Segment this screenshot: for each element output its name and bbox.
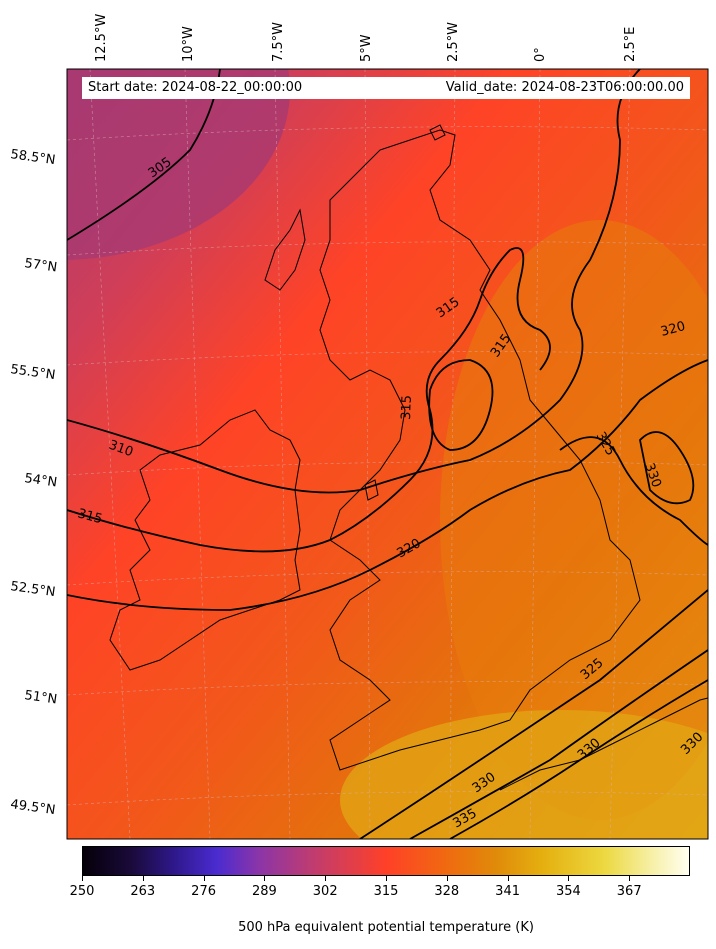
colorbar-tick-label: 263 bbox=[130, 884, 156, 899]
colorbar-tick-label: 250 bbox=[69, 884, 95, 899]
graticule bbox=[67, 69, 708, 839]
lat-label: 57°N bbox=[23, 256, 58, 275]
contour-330-c bbox=[409, 649, 708, 839]
start-date-label: Start date: 2024-08-22_00:00:00 bbox=[88, 80, 303, 95]
date-header: Start date: 2024-08-22_00:00:00 Valid_da… bbox=[82, 77, 690, 99]
colorbar-tick bbox=[82, 876, 83, 881]
lat-label: 49.5°N bbox=[9, 797, 56, 818]
valid-date-label: Valid_date: 2024-08-23T06:00:00.00 bbox=[445, 80, 684, 95]
colorbar-tick bbox=[568, 876, 570, 881]
longitude-labels: 12.5°W 10°W 7.5°W 5°W 2.5°W 0° 2.5°E bbox=[94, 14, 638, 62]
france-coast bbox=[499, 697, 708, 791]
colorbar bbox=[82, 846, 690, 876]
colorbar-title: 500 hPa equivalent potential temperature… bbox=[238, 920, 534, 935]
orkney-coast bbox=[429, 124, 446, 141]
contour-320 bbox=[67, 359, 708, 611]
hebrides-coast bbox=[264, 208, 306, 291]
contour-label: 315 bbox=[399, 395, 415, 420]
lon-label: 10°W bbox=[181, 26, 196, 62]
contour-330-a bbox=[359, 589, 708, 839]
lon-label: 2.5°W bbox=[446, 22, 461, 62]
latitude-labels: 58.5°N 57°N 55.5°N 54°N 52.5°N 51°N 49.5… bbox=[9, 147, 58, 818]
colorbar-tick bbox=[386, 876, 387, 881]
colorbar-tick bbox=[142, 876, 144, 881]
colorbar-tick bbox=[264, 876, 266, 881]
colorbar-tick-label: 276 bbox=[191, 884, 217, 899]
great-britain-coast bbox=[319, 129, 641, 771]
colorbar-tick-label: 367 bbox=[616, 884, 642, 899]
colorbar-tick bbox=[446, 876, 448, 881]
contours bbox=[67, 69, 708, 839]
isle-of-man-coast bbox=[364, 479, 379, 501]
lon-label: 7.5°W bbox=[271, 22, 286, 62]
lon-label: 2.5°E bbox=[623, 27, 638, 62]
lat-label: 51°N bbox=[23, 688, 58, 707]
contour-label: 320 bbox=[659, 319, 687, 340]
colorbar-tick-label: 341 bbox=[495, 884, 521, 899]
contour-335 bbox=[449, 679, 708, 839]
lon-label: 5°W bbox=[359, 34, 374, 62]
lat-label: 58.5°N bbox=[9, 147, 56, 168]
colorbar-tick bbox=[629, 876, 631, 881]
contour-330-b bbox=[639, 431, 695, 505]
contour-315-b bbox=[428, 359, 494, 451]
lat-label: 55.5°N bbox=[9, 362, 56, 383]
lon-label: 0° bbox=[533, 47, 548, 62]
lon-label: 12.5°W bbox=[94, 14, 109, 62]
colorbar-tick-label: 315 bbox=[373, 884, 399, 899]
contour-label: 315 bbox=[76, 506, 104, 527]
colorbar-tick-label: 354 bbox=[555, 884, 581, 899]
lat-label: 52.5°N bbox=[9, 579, 56, 600]
contour-310 bbox=[67, 69, 641, 494]
colorbar-tick bbox=[203, 876, 205, 881]
map-frame bbox=[66, 68, 709, 840]
contour-315-a bbox=[67, 247, 551, 553]
contour-325 bbox=[559, 436, 708, 546]
colorbar-tick-label: 328 bbox=[434, 884, 460, 899]
colorbar-tick bbox=[325, 876, 327, 881]
colorbar-tick-label: 289 bbox=[251, 884, 277, 899]
colorbar-tick bbox=[507, 876, 509, 881]
colorbar-tick-label: 302 bbox=[312, 884, 338, 899]
lat-label: 54°N bbox=[23, 471, 58, 490]
